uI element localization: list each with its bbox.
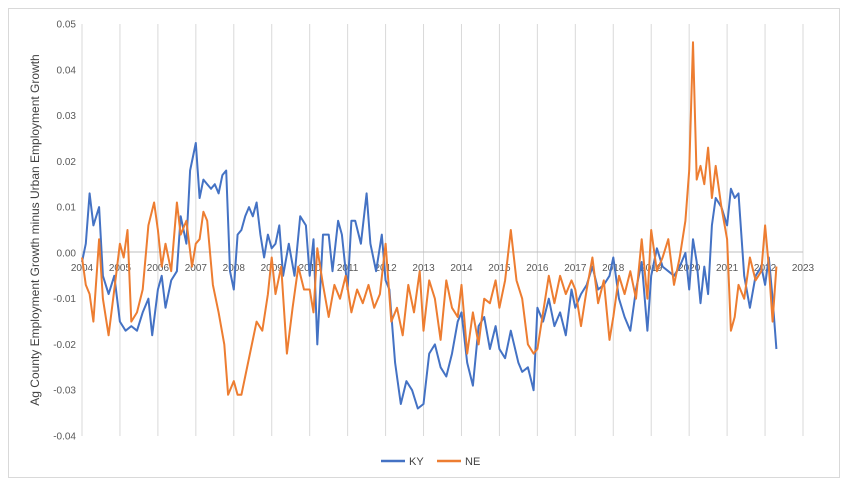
x-tick-label: 2016 [526,263,549,274]
grid-lines [81,24,804,436]
x-tick-label: 2018 [602,263,625,274]
x-tick-label: 2019 [640,263,663,274]
y-tick-label: -0.04 [53,432,76,443]
series-line-ne [81,41,778,396]
y-tick-label: -0.01 [53,294,76,305]
chart-area: 2004 2005 2006 2007 2008 2009 2010 2011 2012 2013… [8,8,840,478]
x-tick-label: 2012 [374,263,397,274]
x-tick-label: 2005 [109,263,132,274]
x-tick-label: 2013 [412,263,435,274]
x-tick-label: 2007 [185,263,208,274]
legend-label-ky: KY [409,456,424,468]
y-tick-label: 0.04 [57,65,77,76]
x-tick-label: 2023 [792,263,815,274]
x-tick-label: 2014 [450,263,473,274]
x-tick-label: 2004 [71,263,94,274]
y-tick-label: 0.03 [57,111,77,122]
line-chart: 2004 2005 2006 2007 2008 2009 2010 2011 2012 2013… [28,20,815,469]
y-tick-label: -0.03 [53,386,76,397]
y-tick-label: 0.02 [57,157,77,168]
legend: KY NE [381,456,480,468]
y-tick-label: -0.02 [53,340,76,351]
series-lines [81,41,778,410]
y-tick-label: 0.01 [57,203,77,214]
y-tick-label: 0.00 [57,248,77,259]
x-tick-label: 2017 [564,263,587,274]
y-tick-label: 0.05 [57,20,77,31]
legend-label-ne: NE [465,456,480,468]
x-tick-label: 2022 [754,263,777,274]
series-line-ky [81,142,778,410]
x-tick-label: 2020 [678,263,701,274]
axes: 2004 2005 2006 2007 2008 2009 2010 2011 2012 2013… [53,20,814,443]
y-axis-label: Ag County Employment Growth minus Urban … [28,54,42,405]
x-tick-label: 2006 [147,263,170,274]
x-tick-label: 2008 [223,263,246,274]
x-tick-label: 2015 [488,263,511,274]
